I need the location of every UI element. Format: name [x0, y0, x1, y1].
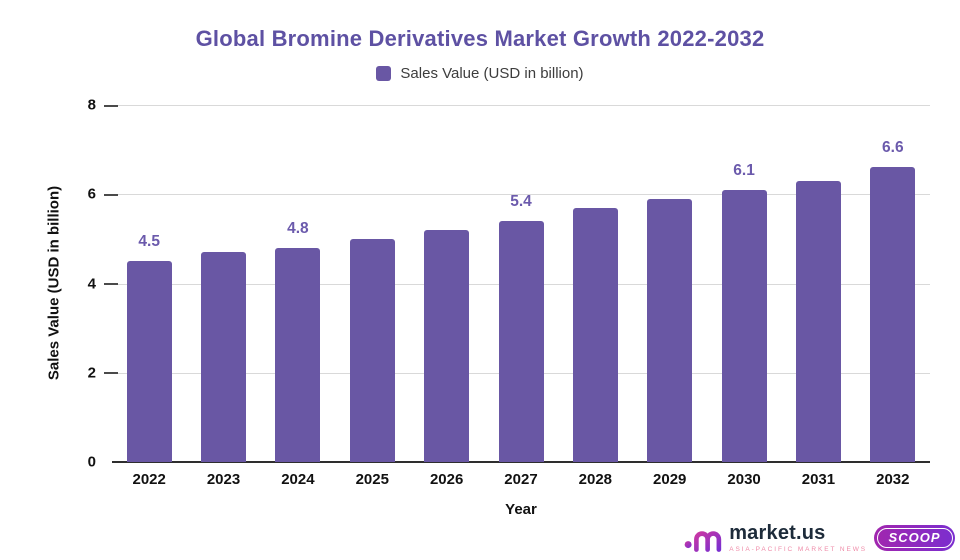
x-tick-label: 2030 [727, 471, 761, 488]
y-tick-mark [104, 104, 118, 107]
bar-2023 [201, 252, 247, 462]
bar-2032 [870, 167, 916, 462]
y-tick-mark [104, 372, 118, 375]
y-tick-label: 4 [87, 275, 96, 292]
legend-swatch [376, 66, 392, 81]
x-tick-label: 2029 [653, 471, 687, 488]
x-tick-label: 2031 [801, 471, 836, 488]
y-tick-mark [104, 193, 118, 196]
bar-2029 [647, 198, 693, 462]
x-tick-label: 2024 [281, 471, 315, 488]
bar-2031 [795, 180, 841, 462]
bar-2030 [721, 189, 767, 462]
bar-2027 [498, 221, 544, 462]
x-tick-label: 2027 [504, 471, 538, 488]
x-tick-label: 2025 [355, 471, 389, 488]
bar-value-label: 4.5 [138, 233, 160, 251]
bar-2022 [126, 261, 172, 462]
bar-2026 [424, 229, 470, 462]
marketus-logo-icon [684, 531, 722, 552]
y-tick-label: 2 [87, 364, 96, 382]
y-axis-title: Sales Value (USD in billion) [45, 185, 63, 381]
chart-title: Global Bromine Derivatives Market Growth… [195, 26, 765, 51]
legend: Sales Value (USD in billion) [0, 65, 960, 82]
bar-value-label: 6.1 [733, 161, 755, 179]
gridline [112, 194, 930, 196]
x-axis-line [112, 461, 930, 463]
bar-2024 [275, 247, 321, 462]
scoop-badge-label: SCOOP [876, 527, 953, 549]
y-tick-label: 8 [87, 96, 96, 114]
x-tick-label: 2022 [132, 471, 166, 488]
brand-text-block: market.us ASIA-PACIFIC MARKET NEWS [729, 523, 867, 553]
x-tick-label: 2032 [876, 471, 910, 488]
y-tick-label: 0 [87, 453, 96, 471]
plot-area: 0 2 4 6 8 4.5 2022 2023 4.8 2024 2025 2026 5.4 2027 20… [88, 97, 930, 488]
x-axis-title: Year [505, 501, 537, 518]
y-tick-label: 6 [87, 185, 96, 203]
bar-2025 [349, 238, 395, 462]
x-tick-label: 2028 [578, 471, 613, 488]
x-tick-label: 2023 [206, 471, 241, 488]
y-tick-mark [104, 283, 118, 285]
legend-label: Sales Value (USD in billion) [400, 65, 584, 82]
scoop-badge: SCOOP [874, 525, 955, 551]
bar-value-label: 6.6 [882, 139, 904, 157]
brand-footer: market.us ASIA-PACIFIC MARKET NEWS SCOOP [684, 523, 955, 553]
brand-name: market.us [729, 522, 826, 544]
brand-tagline: ASIA-PACIFIC MARKET NEWS [729, 546, 868, 553]
bar-value-label: 5.4 [510, 193, 532, 211]
bar-2028 [572, 207, 618, 462]
x-tick-label: 2026 [429, 471, 464, 488]
gridline [112, 105, 930, 106]
bar-value-label: 4.8 [287, 219, 309, 237]
